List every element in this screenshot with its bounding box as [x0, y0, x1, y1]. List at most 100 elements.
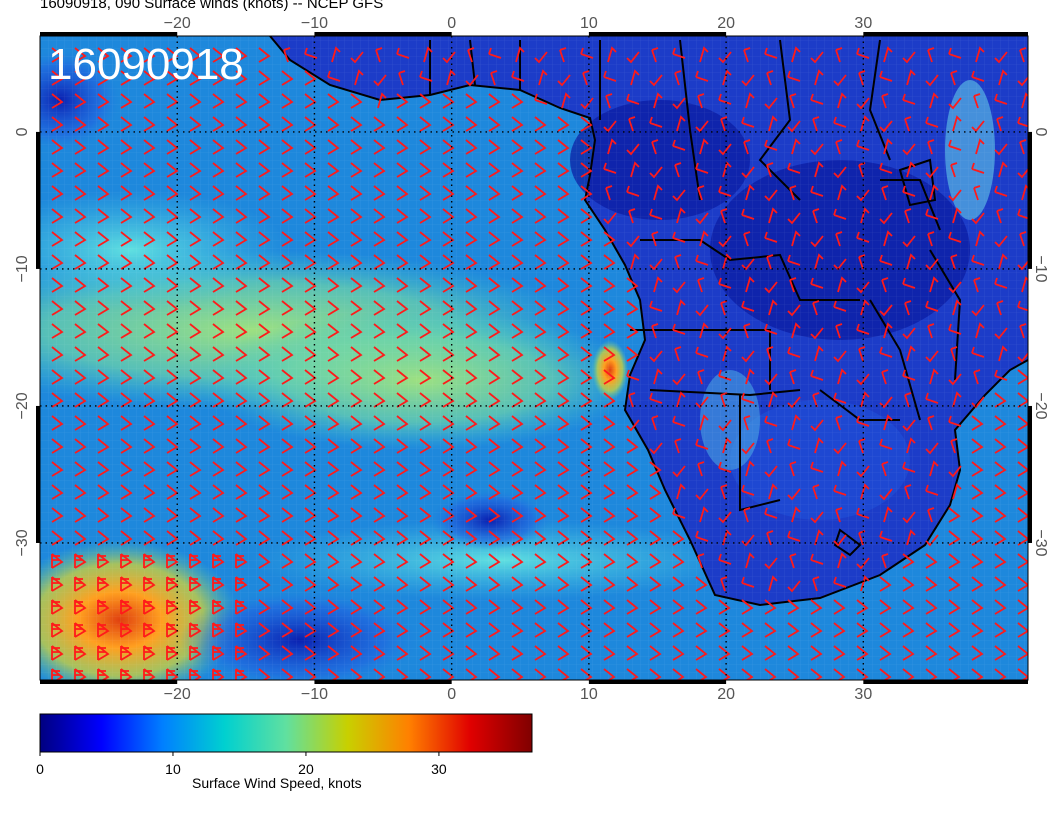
wind-barb	[927, 415, 935, 431]
wind-barb	[465, 415, 478, 431]
wind-barb	[557, 392, 570, 408]
wind-barb	[1017, 76, 1028, 87]
wind-barb	[281, 300, 294, 316]
wind-barb	[1017, 260, 1028, 271]
wind-barb	[925, 208, 939, 220]
wind-barb	[559, 47, 567, 63]
wind-barb	[948, 373, 962, 386]
wind-barb	[1017, 668, 1028, 680]
wind-barb	[258, 93, 271, 109]
wind-barb	[996, 300, 1004, 316]
wind-barb	[603, 507, 616, 523]
wind-barb	[74, 93, 87, 109]
wind-barb	[603, 212, 617, 225]
wind-barb	[925, 484, 939, 496]
wind-barb	[281, 507, 294, 523]
wind-barb	[603, 254, 616, 270]
wind-barb	[373, 553, 386, 569]
wind-barb	[442, 254, 455, 270]
wind-barb	[628, 208, 636, 224]
wind-barb	[350, 116, 363, 132]
wind-barb	[534, 507, 547, 523]
wind-barb	[327, 668, 340, 680]
wind-barb	[373, 208, 386, 224]
wind-barb	[327, 599, 340, 615]
wind-barb	[212, 622, 225, 638]
wind-barb	[51, 461, 64, 477]
wind-barb	[695, 70, 709, 82]
wind-barb	[833, 350, 847, 363]
wind-barb	[971, 668, 984, 680]
wind-barb	[235, 300, 248, 316]
wind-barb	[580, 47, 594, 59]
wind-barb	[858, 346, 866, 362]
lon-label-bottom: −20	[164, 686, 191, 700]
wind-barb	[442, 93, 455, 109]
wind-barb	[327, 392, 340, 408]
wind-barb	[511, 622, 524, 638]
wind-barb	[695, 120, 709, 133]
lon-label-top: −20	[164, 15, 191, 32]
wind-barb	[810, 668, 823, 680]
wind-barb	[97, 300, 110, 316]
wind-barb	[630, 69, 640, 86]
wind-barb	[810, 419, 824, 432]
wind-barb	[1017, 530, 1028, 546]
wind-barb	[557, 139, 570, 155]
wind-barb	[603, 438, 616, 454]
lon-label-bottom: 20	[717, 686, 735, 700]
wind-barb	[396, 47, 410, 59]
wind-barb	[952, 299, 962, 316]
wind-barb	[120, 645, 133, 661]
wind-barb	[304, 47, 318, 59]
wind-barb	[856, 323, 870, 335]
wind-barb	[856, 281, 870, 294]
wind-barb	[626, 645, 639, 661]
wind-barb	[787, 254, 801, 266]
wind-barb	[442, 208, 455, 224]
wind-barb	[442, 277, 455, 293]
wind-barb	[419, 622, 432, 638]
wind-barb	[419, 254, 432, 270]
wind-barb	[674, 346, 682, 362]
wind-barb	[810, 235, 824, 248]
wind-barb	[676, 115, 686, 132]
wind-barb	[396, 139, 409, 155]
wind-barb	[948, 622, 961, 638]
wind-barb	[74, 576, 87, 592]
wind-barb	[511, 162, 524, 178]
wind-barb	[1017, 461, 1028, 477]
wind-barb	[396, 300, 409, 316]
wind-barb	[718, 369, 732, 381]
wind-barb	[235, 392, 248, 408]
wind-barb	[258, 576, 271, 592]
wind-barb	[419, 438, 432, 454]
wind-barb	[557, 323, 570, 339]
wind-barb	[766, 438, 774, 454]
wind-barb	[51, 645, 64, 661]
wind-barb	[465, 392, 478, 408]
wind-barb	[605, 185, 613, 201]
wind-barb	[994, 461, 1007, 477]
wind-barb	[741, 300, 755, 312]
wind-barb	[649, 461, 662, 477]
wind-barb	[674, 162, 682, 178]
wind-barb	[396, 415, 409, 431]
wind-barb	[929, 276, 939, 293]
wind-barb	[166, 277, 179, 293]
wind-barb	[998, 161, 1008, 178]
wind-barb	[166, 438, 179, 454]
wind-barb	[741, 116, 755, 128]
wind-barb	[837, 92, 847, 109]
wind-barb	[674, 70, 682, 86]
wind-barb	[166, 162, 179, 178]
wind-barb	[120, 93, 133, 109]
colorbar-tick-label: 0	[36, 761, 44, 777]
wind-barb	[189, 254, 202, 270]
wind-barb	[722, 529, 732, 546]
wind-barb	[925, 622, 938, 638]
wind-barb	[419, 277, 432, 293]
wind-barb	[534, 369, 547, 385]
wind-barb	[212, 346, 225, 362]
wind-barb	[281, 576, 294, 592]
